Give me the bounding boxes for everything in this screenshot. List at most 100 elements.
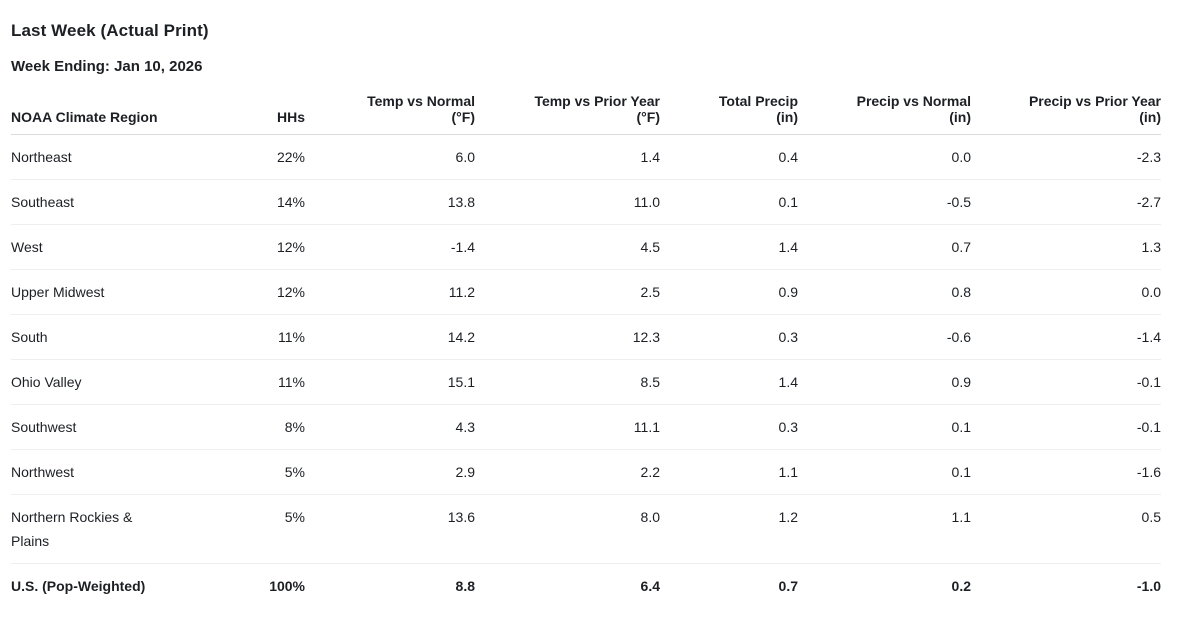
value-cell-hhs: 12%	[241, 269, 305, 315]
value-cell-precip-vs-prior-year: -1.6	[971, 449, 1161, 495]
region-cell: Southeast	[11, 179, 241, 225]
value-cell-temp-vs-prior-year: 2.2	[475, 449, 660, 495]
region-label: Northwest	[11, 464, 75, 480]
region-label: Upper Midwest	[11, 284, 105, 300]
value-cell-total-precip: 0.9	[660, 269, 798, 315]
value-cell-temp-vs-prior-year: 11.1	[475, 404, 660, 450]
column-header-label: Total Precip	[718, 93, 798, 109]
region-label: Southeast	[11, 194, 75, 210]
table-row: South 11% 14.2 12.3 0.3 -0.6 -1.4	[11, 314, 1161, 360]
value-cell-precip-vs-prior-year: -1.4	[971, 314, 1161, 360]
value-cell-temp-vs-normal: 2.9	[305, 449, 475, 495]
page-title: Last Week (Actual Print)	[11, 21, 209, 40]
value-cell-precip-vs-prior-year: 1.3	[971, 224, 1161, 270]
total-row: U.S. (Pop-Weighted) 100% 8.8 6.4 0.7 0.2 -1.0	[11, 564, 1161, 609]
region-cell: Ohio Valley	[11, 359, 241, 405]
value-cell-temp-vs-normal: 4.3	[305, 404, 475, 450]
value-cell-precip-vs-normal: -0.6	[798, 314, 971, 360]
region-label: South	[11, 329, 48, 345]
column-header-temp-vs-prior-year: Temp vs Prior Year (°F)	[475, 93, 660, 135]
column-header-temp-vs-normal: Temp vs Normal (°F)	[305, 93, 475, 135]
value-cell-temp-vs-normal: 8.8	[455, 578, 475, 594]
value-cell-temp-vs-normal: 13.6	[305, 494, 475, 564]
value-cell-total-precip: 0.4	[660, 134, 798, 180]
column-header-region: NOAA Climate Region	[11, 93, 241, 135]
week-ending-subtitle: Week Ending: Jan 10, 2026	[11, 58, 203, 75]
column-header-label: HHs	[276, 109, 305, 125]
value-cell-temp-vs-normal: 13.8	[305, 179, 475, 225]
value-cell-temp-vs-prior-year: 8.5	[475, 359, 660, 405]
column-header-total-precip: Total Precip (in)	[660, 93, 798, 135]
value-cell-hhs: 5%	[241, 494, 305, 564]
value-cell-precip-vs-normal: 0.2	[951, 578, 971, 594]
value-cell-total-precip: 1.2	[660, 494, 798, 564]
value-cell-temp-vs-prior-year: 12.3	[475, 314, 660, 360]
table-row: Upper Midwest 12% 11.2 2.5 0.9 0.8 0.0	[11, 269, 1161, 315]
value-cell-hhs: 22%	[241, 134, 305, 180]
region-label: U.S. (Pop-Weighted)	[11, 578, 146, 594]
value-cell-precip-vs-prior-year: 0.5	[971, 494, 1161, 564]
report-page: Last Week (Actual Print) Week Ending: Ja…	[11, 21, 1161, 608]
table-row: Southeast 14% 13.8 11.0 0.1 -0.5 -2.7	[11, 179, 1161, 225]
value-cell-temp-vs-normal: 6.0	[305, 134, 475, 180]
region-cell: Northeast	[11, 134, 241, 180]
value-cell-precip-vs-normal: 0.1	[798, 449, 971, 495]
value-cell-precip-vs-prior-year: -0.1	[971, 404, 1161, 450]
table-row: Northern Rockies & Plains 5% 13.6 8.0 1.2 1.1…	[11, 494, 1161, 564]
value-cell-temp-vs-normal: -1.4	[305, 224, 475, 270]
region-cell: Northwest	[11, 449, 241, 495]
value-cell-total-precip: 0.3	[660, 404, 798, 450]
column-header-label: NOAA Climate Region	[11, 109, 158, 125]
value-cell-total-precip: 0.1	[660, 179, 798, 225]
value-cell-hhs: 100%	[269, 578, 305, 594]
region-label: Northern Rockies & Plains	[11, 509, 133, 549]
value-cell-precip-vs-prior-year: 0.0	[971, 269, 1161, 315]
column-header-label: Precip vs Normal	[856, 93, 971, 109]
column-header-label: Precip vs Prior Year	[1028, 93, 1161, 109]
value-cell-temp-vs-prior-year: 1.4	[475, 134, 660, 180]
value-cell-precip-vs-normal: 0.7	[798, 224, 971, 270]
region-cell: Southwest	[11, 404, 241, 450]
value-cell-temp-vs-prior-year: 2.5	[475, 269, 660, 315]
region-label: Ohio Valley	[11, 374, 82, 390]
value-cell-hhs: 5%	[241, 449, 305, 495]
value-cell-precip-vs-normal: -0.5	[798, 179, 971, 225]
column-header-label: Temp vs Prior Year	[534, 93, 660, 109]
value-cell-temp-vs-prior-year: 11.0	[475, 179, 660, 225]
region-cell: West	[11, 224, 241, 270]
value-cell-total-precip: 0.3	[660, 314, 798, 360]
value-cell-temp-vs-prior-year: 8.0	[475, 494, 660, 564]
region-cell: U.S. (Pop-Weighted)	[11, 564, 241, 609]
value-cell-precip-vs-normal: 1.1	[798, 494, 971, 564]
column-header-unit: (°F)	[636, 109, 660, 125]
value-cell-total-precip: 1.1	[660, 449, 798, 495]
region-cell: Upper Midwest	[11, 269, 241, 315]
region-label: West	[11, 239, 43, 255]
region-cell: Northern Rockies & Plains	[11, 494, 241, 564]
table-row: West 12% -1.4 4.5 1.4 0.7 1.3	[11, 224, 1161, 270]
value-cell-precip-vs-prior-year: -2.3	[971, 134, 1161, 180]
value-cell-hhs: 12%	[241, 224, 305, 270]
value-cell-precip-vs-normal: 0.8	[798, 269, 971, 315]
value-cell-precip-vs-prior-year: -2.7	[971, 179, 1161, 225]
table-header: NOAA Climate Region HHs Temp vs Normal (°F)…	[11, 93, 1161, 135]
value-cell-hhs: 11%	[241, 314, 305, 360]
table-body: Northeast 22% 6.0 1.4 0.4 0.0 -2.3 Southeast 14%…	[11, 134, 1161, 609]
column-header-label: Temp vs Normal	[367, 93, 475, 109]
value-cell-temp-vs-prior-year: 6.4	[640, 578, 660, 594]
column-header-precip-vs-normal: Precip vs Normal (in)	[798, 93, 971, 135]
column-header-hhs: HHs	[241, 93, 305, 135]
value-cell-total-precip: 0.7	[778, 578, 798, 594]
value-cell-hhs: 14%	[241, 179, 305, 225]
value-cell-temp-vs-normal: 11.2	[305, 269, 475, 315]
table-row: Southwest 8% 4.3 11.1 0.3 0.1 -0.1	[11, 404, 1161, 450]
value-cell-precip-vs-normal: 0.0	[798, 134, 971, 180]
value-cell-precip-vs-normal: 0.1	[798, 404, 971, 450]
region-cell: South	[11, 314, 241, 360]
column-header-unit: (°F)	[451, 109, 475, 125]
climate-region-table: NOAA Climate Region HHs Temp vs Normal (°F)…	[11, 93, 1161, 608]
value-cell-precip-vs-prior-year: -1.0	[1136, 578, 1161, 594]
region-label: Southwest	[11, 419, 77, 435]
table-row: Northeast 22% 6.0 1.4 0.4 0.0 -2.3	[11, 134, 1161, 180]
value-cell-hhs: 8%	[241, 404, 305, 450]
